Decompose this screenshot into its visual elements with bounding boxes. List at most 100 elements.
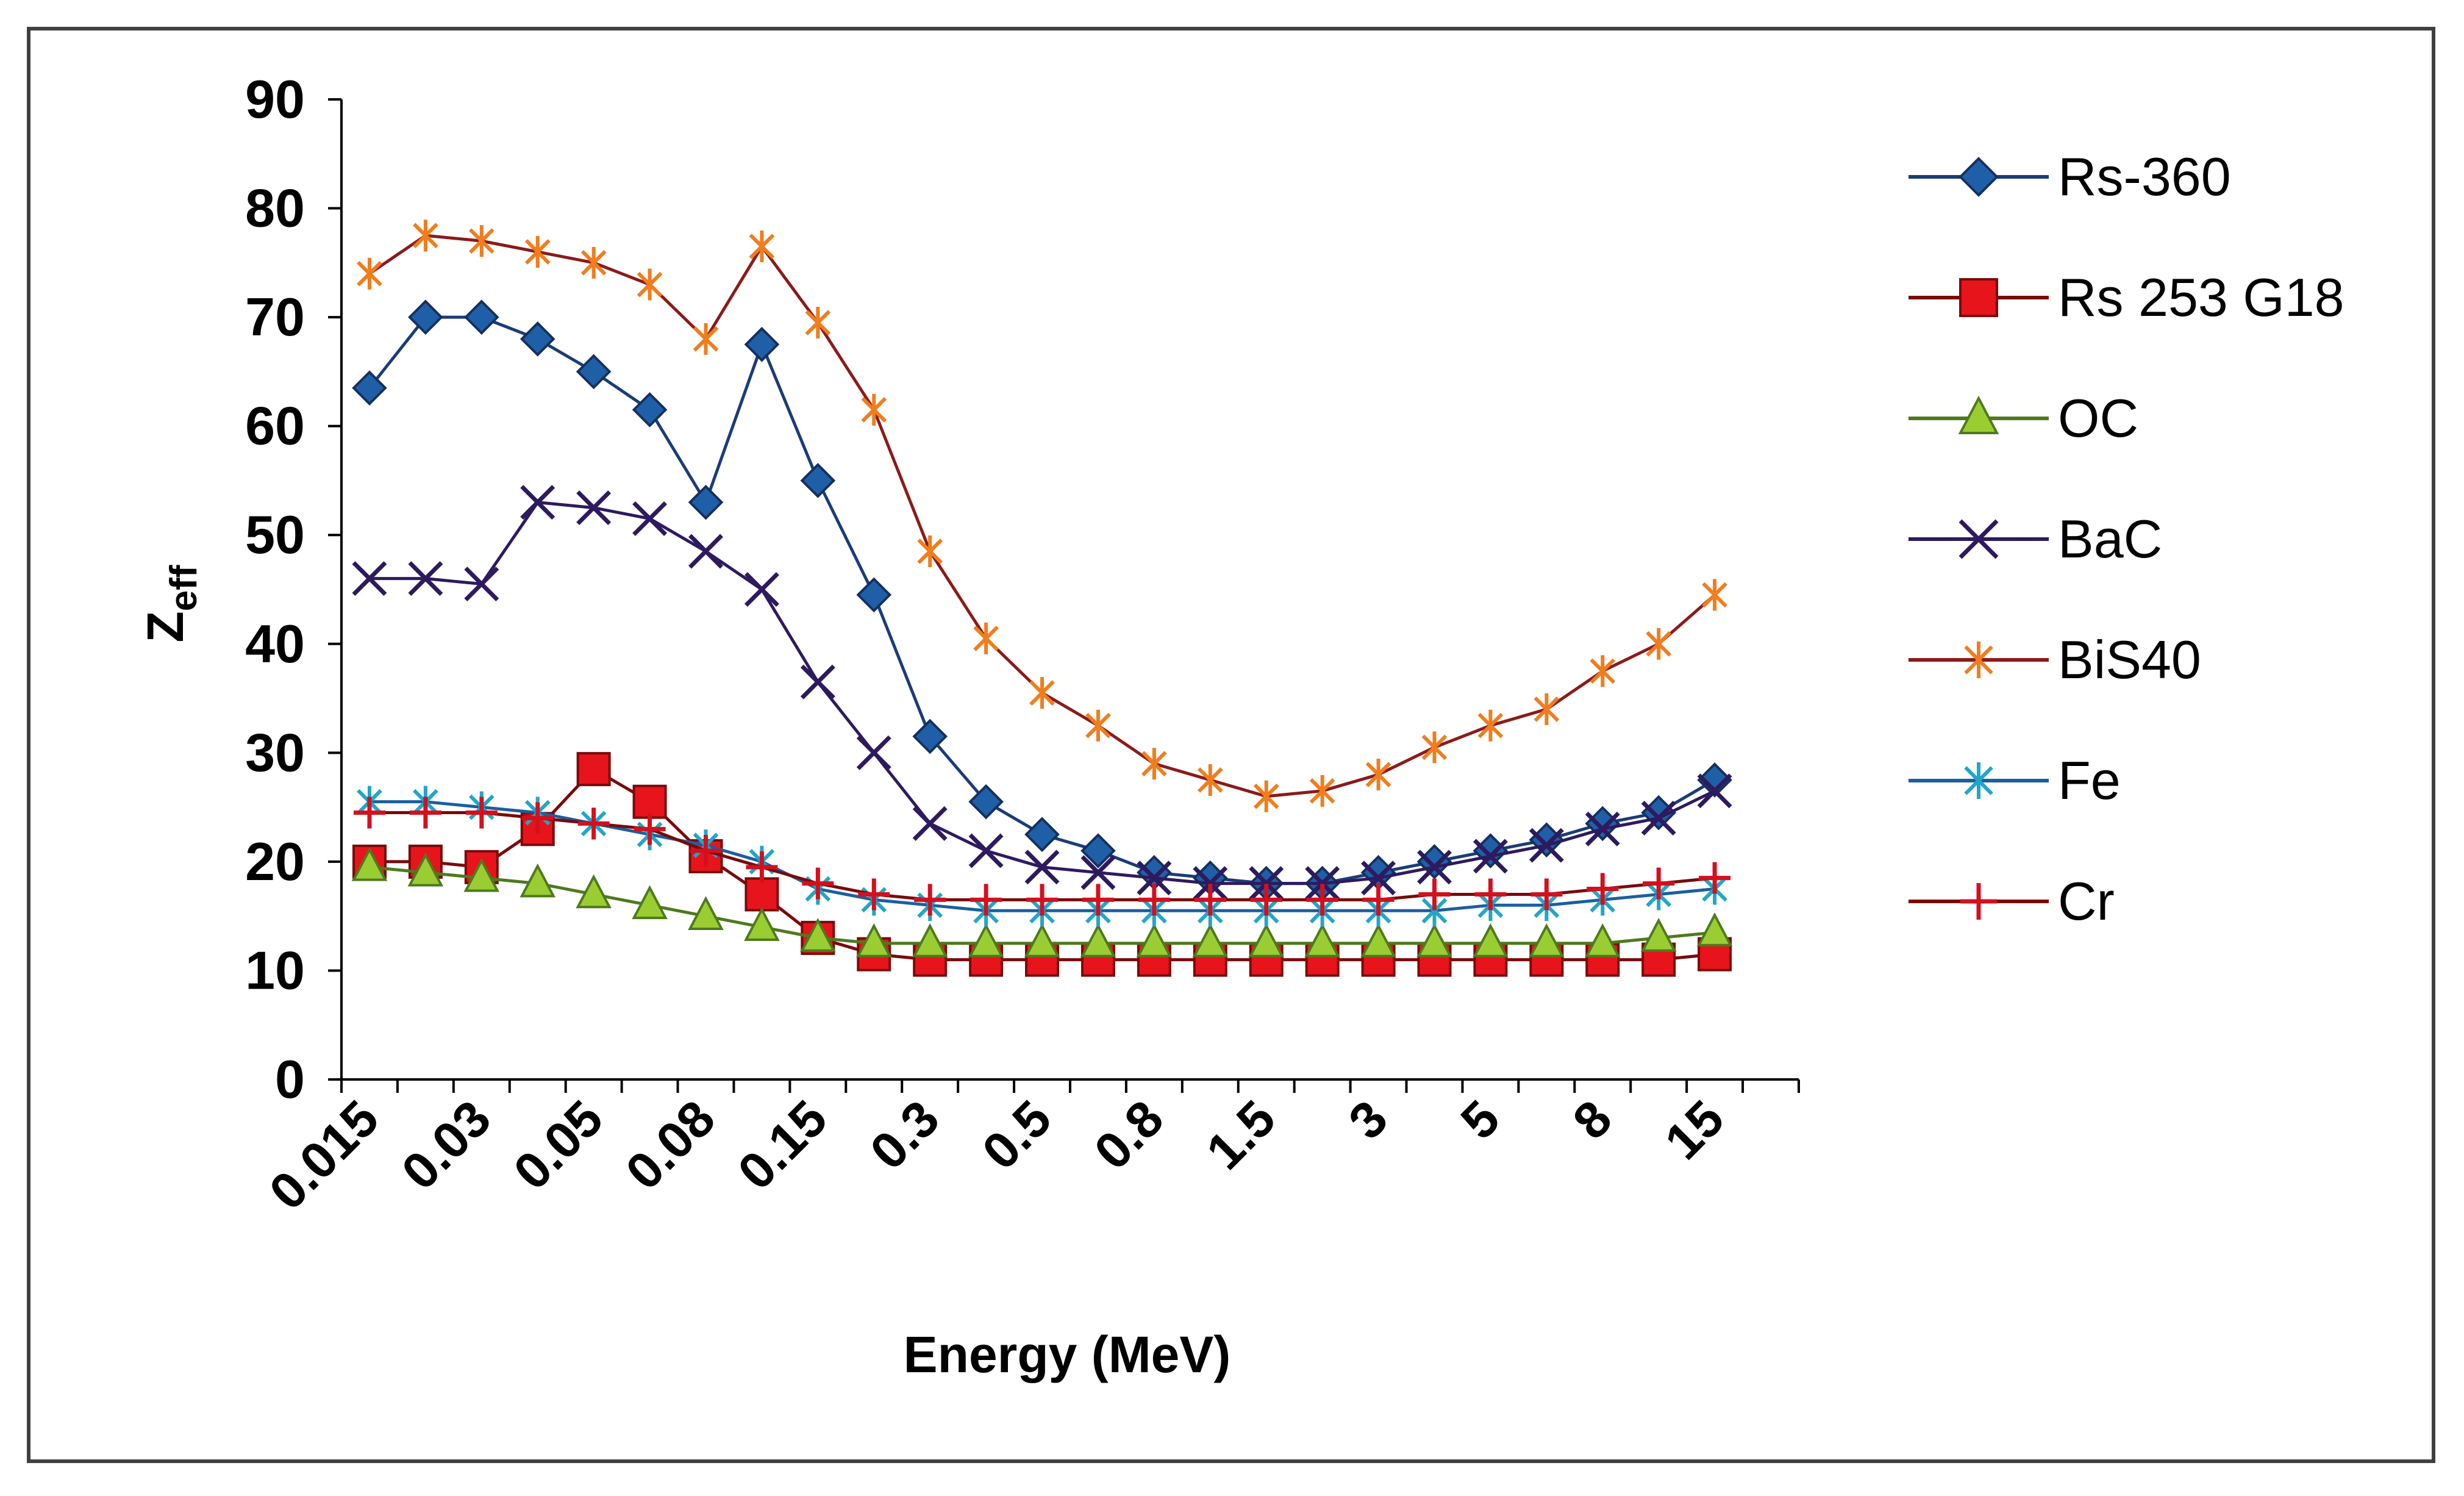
data-point [1421,731,1448,764]
legend: Rs-360 Rs 253 G18 OC BaC BiS40 Fe Cr [1909,146,2344,931]
x-tick-label: 0.08 [615,1089,726,1200]
y-axis-title: Zeff [137,565,205,642]
data-point [1192,923,1229,957]
legend-marker [1958,395,1999,434]
data-point [465,796,498,829]
legend-marker [1964,642,1993,678]
data-point [855,923,892,957]
data-point [1024,923,1060,957]
series-rs-360 [352,299,1732,901]
legend-label: Cr [2058,871,2115,931]
legend-item: Fe [1909,750,2121,811]
data-point [1080,833,1116,868]
data-point [856,735,891,770]
legend-marker [1960,883,1997,920]
data-point [1305,866,1340,901]
data-point [1529,822,1565,858]
data-point [1585,811,1620,846]
legend-marker [1964,762,1993,799]
data-point [1136,923,1173,957]
data-point [973,622,999,654]
axes [340,99,1799,1081]
data-point [1474,878,1507,911]
legend-item: Rs-360 [1909,146,2231,207]
y-tick-label: 90 [245,69,305,129]
x-tick-labels: 0.015 0.03 0.05 0.08 0.15 0.3 0.5 0.8 1.5 3 5 8 15 [259,1089,1735,1220]
x-tick-label: 3 [1338,1089,1399,1150]
data-point [1473,923,1509,957]
legend-label: Fe [2058,750,2121,811]
x-axis-title: Energy (MeV) [904,1326,1231,1383]
data-point [632,885,668,920]
y-axis-title-main: Z [137,611,194,642]
y-axis-title-subscript: eff [163,565,205,611]
data-point [576,874,612,909]
data-point [353,796,385,829]
x-tick-label: 8 [1562,1089,1623,1150]
data-point [688,896,724,930]
y-tick-label: 70 [245,287,305,347]
data-point [744,326,780,362]
data-point [744,572,779,607]
legend-label: Rs-360 [2058,146,2231,207]
data-point [464,567,499,602]
data-point [1253,780,1279,812]
data-point [745,877,779,912]
data-point [463,299,499,335]
data-point [1024,850,1060,885]
x-tick-label: 0.8 [1084,1089,1174,1180]
data-point [1641,800,1676,836]
data-point [1082,884,1114,916]
data-point [800,917,836,952]
series-oc [351,846,1733,957]
data-point [520,321,555,357]
legend-label: BaC [2058,509,2162,569]
data-point [1024,817,1060,853]
data-point [1584,923,1621,957]
x-tick-label: 0.5 [971,1089,1062,1180]
data-point [1534,693,1560,725]
y-tick-label: 30 [245,722,305,782]
y-tick-label: 40 [245,614,305,674]
y-tick-label: 20 [245,831,305,892]
data-point [351,846,388,881]
data-point [1141,748,1167,780]
x-tick-label: 5 [1450,1089,1511,1150]
data-point [688,534,723,569]
data-point [1197,764,1223,796]
data-point [1138,884,1170,916]
data-point [1418,878,1451,911]
data-point [1365,759,1391,791]
data-point [1080,923,1116,957]
x-tick-label: 0.3 [859,1089,950,1180]
data-point [1697,762,1732,798]
data-point [1530,878,1563,911]
data-point [632,392,668,428]
data-point [1529,828,1564,863]
legend-marker [1959,278,1998,317]
data-point [1477,709,1504,742]
data-point [1306,884,1338,916]
data-point [968,833,1004,868]
data-point [637,268,663,301]
data-point [520,485,555,520]
data-point [1360,854,1396,890]
data-point [1590,655,1616,687]
x-tick-label: 1.5 [1195,1089,1286,1180]
data-point [576,490,612,526]
data-point [520,863,556,898]
data-point [1696,912,1733,947]
data-point [914,884,946,916]
x-tick-label: 0.03 [390,1089,501,1200]
data-point [744,907,780,941]
data-point [1026,884,1059,916]
data-point [1416,923,1452,957]
data-point [634,813,666,845]
series-cr [353,796,1731,916]
data-point [1640,917,1677,952]
y-tick-labels: 0 10 20 30 40 50 60 70 80 90 [245,69,305,1109]
y-tick-label: 60 [245,396,305,456]
data-point [1029,677,1055,709]
data-point [1248,923,1285,957]
